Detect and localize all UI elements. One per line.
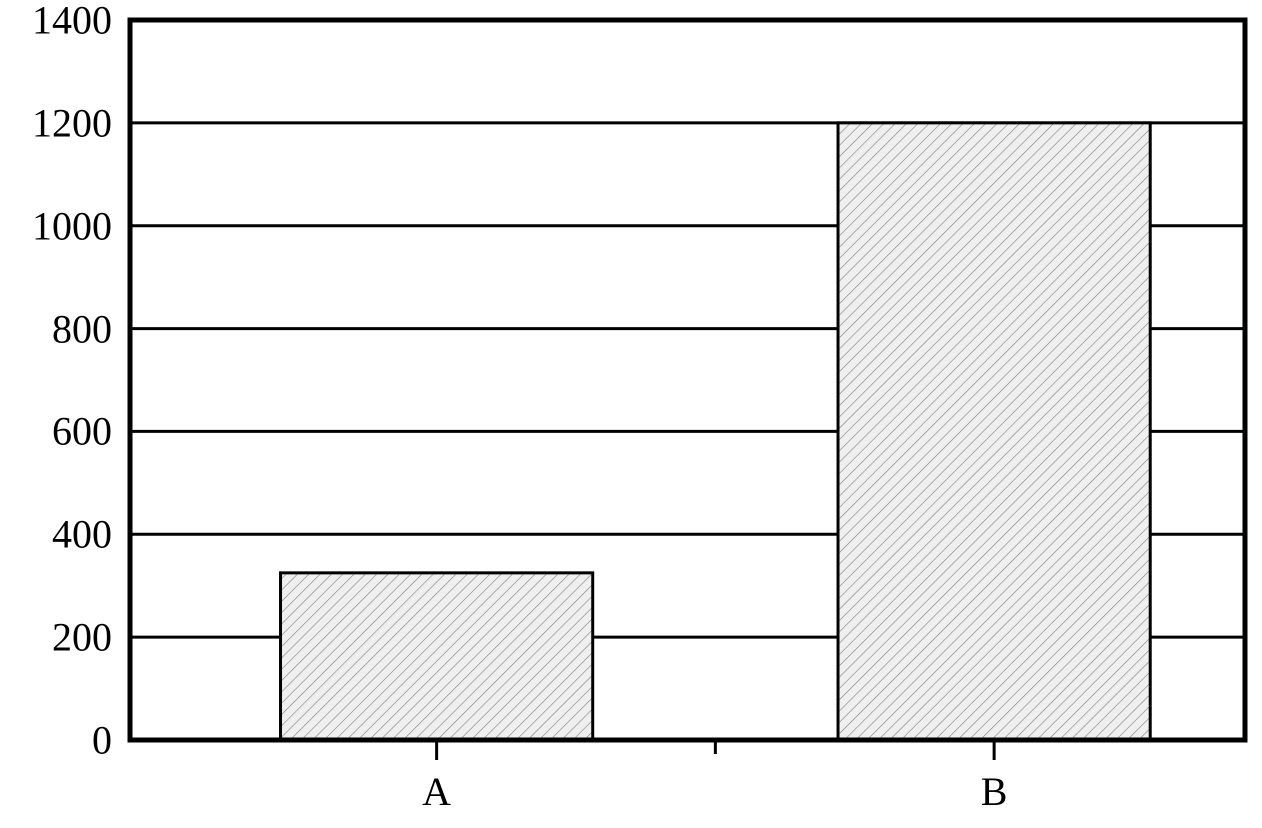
bar-B — [838, 123, 1150, 740]
ytick-label: 1400 — [0, 0, 112, 44]
ytick-label: 200 — [0, 614, 112, 661]
chart-svg — [0, 0, 1262, 828]
ytick-label: 400 — [0, 511, 112, 558]
xtick-label: A — [422, 768, 451, 815]
bar-chart: 0 200 400 600 800 1000 1200 1400 A B — [0, 0, 1262, 828]
ytick-label: 1000 — [0, 202, 112, 249]
ytick-label: 0 — [0, 717, 112, 764]
ytick-label: 1200 — [0, 99, 112, 146]
ytick-label: 800 — [0, 305, 112, 352]
ytick-label: 600 — [0, 408, 112, 455]
bar-A — [281, 573, 593, 740]
xtick-label: B — [981, 768, 1008, 815]
